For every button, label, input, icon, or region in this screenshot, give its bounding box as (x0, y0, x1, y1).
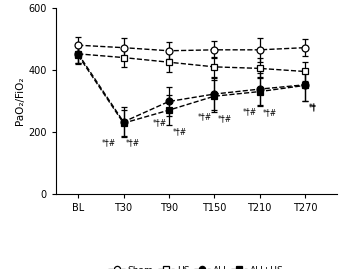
Text: *†: *† (308, 103, 316, 112)
Y-axis label: PaO₂/FiO₂: PaO₂/FiO₂ (15, 77, 25, 125)
Legend: Sham, HS, ALI, ALI+HS: Sham, HS, ALI, ALI+HS (105, 262, 287, 269)
Text: *†: *† (308, 103, 316, 112)
Text: *†#: *†# (218, 114, 232, 123)
Text: *†#: *†# (152, 118, 167, 127)
Text: *†#: *†# (263, 108, 277, 117)
Text: *†#: *†# (101, 139, 115, 148)
Text: *†#: *†# (198, 112, 212, 121)
Text: *†#: *†# (243, 107, 257, 116)
Text: *†#: *†# (172, 127, 187, 136)
Text: *†#: *†# (126, 138, 140, 147)
